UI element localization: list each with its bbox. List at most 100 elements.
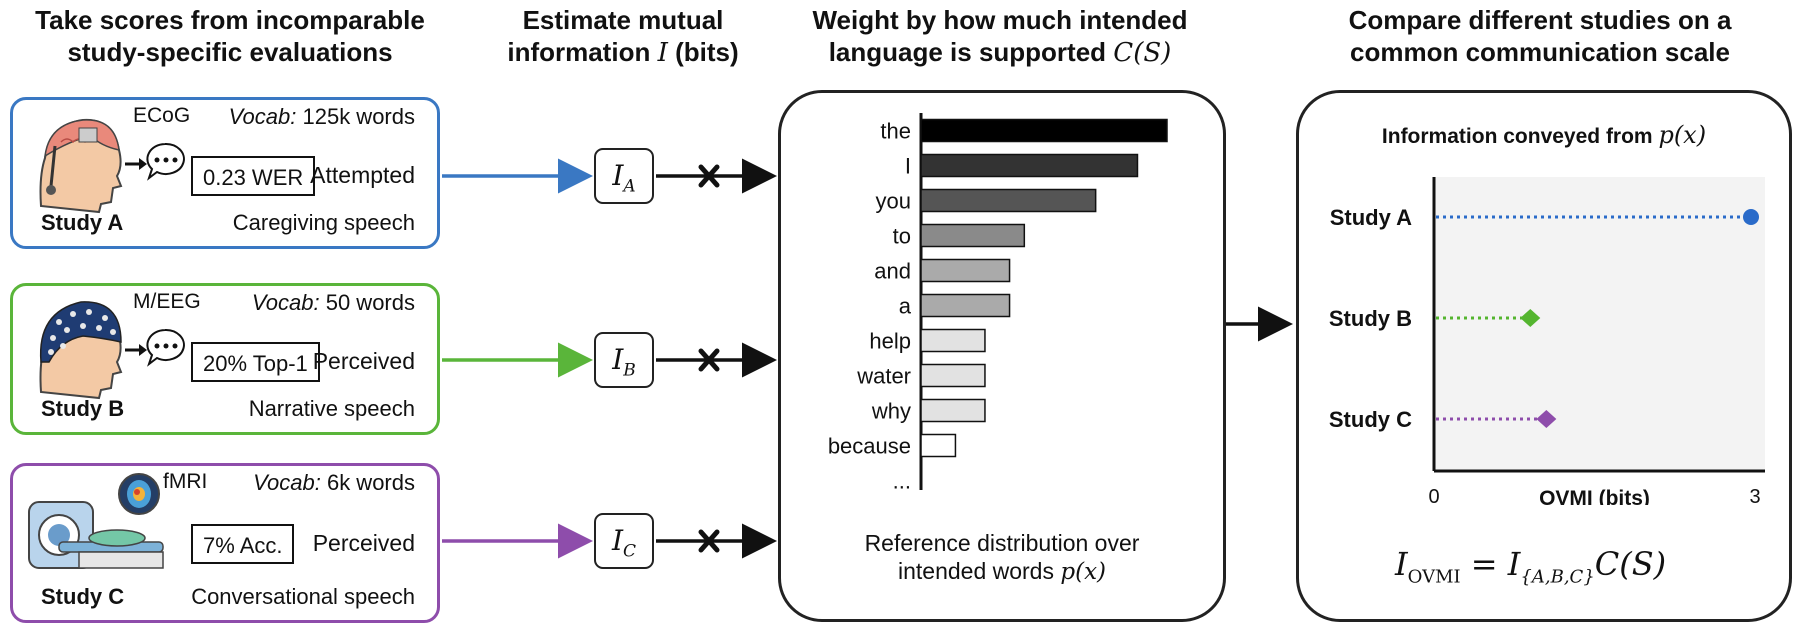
word-bar xyxy=(920,398,986,423)
data-point xyxy=(1743,209,1759,225)
mutual-info-box-b: IB xyxy=(594,332,654,388)
study-card-c: fMRI Vocab: 6k words 7% Acc. Perceived S… xyxy=(10,463,440,623)
vocab-info: Vocab: 50 words xyxy=(252,290,415,316)
vocab-label: Vocab: xyxy=(251,290,320,315)
word-label: to xyxy=(893,224,911,249)
speech-label: Narrative speech xyxy=(248,396,415,421)
ecog-head-icon xyxy=(39,118,185,214)
study-label: Study C xyxy=(41,584,125,609)
word-label: because xyxy=(828,434,911,459)
mode-label: Attempted xyxy=(310,162,415,188)
ovmi-formula: IOVMI = I{A,B,C}C(S) xyxy=(1395,545,1666,587)
word-label: ... xyxy=(893,469,911,494)
mode-label: Perceived xyxy=(312,348,415,374)
comparison-title: Information conveyed from p(x) xyxy=(1299,121,1789,151)
data-point xyxy=(1536,410,1557,428)
eeg-cap-head-icon xyxy=(39,301,185,400)
mode-label: Perceived xyxy=(312,530,415,556)
word-label: you xyxy=(876,189,911,214)
header-line: Take scores from incomparable xyxy=(35,5,425,35)
info-sub: A xyxy=(623,176,636,197)
word-label: and xyxy=(874,259,911,284)
caption-math: p(x) xyxy=(1060,559,1107,585)
formula-rhs-sub: {A,B,C} xyxy=(1520,566,1595,588)
column-header-comparison: Compare different studies on a common co… xyxy=(1280,4,1800,68)
formula-rhs-tail: C(S) xyxy=(1594,545,1667,583)
speech-label: Caregiving speech xyxy=(232,210,415,235)
mutual-info-box-a: IA xyxy=(594,148,654,204)
vocab-value: 6k words xyxy=(326,470,415,495)
mutual-info-box-c: IC xyxy=(594,513,654,569)
header-text: (bits) xyxy=(675,37,739,67)
x-tick-label: 3 xyxy=(1749,486,1760,505)
study-axis-label: Study A xyxy=(1330,205,1412,230)
header-line: common communication scale xyxy=(1350,37,1730,67)
word-label: a xyxy=(899,294,912,319)
mri-scanner-icon xyxy=(28,473,164,569)
metric-box: 0.23 WER xyxy=(191,156,316,196)
comparison-panel: Information conveyed from p(x) Study A St… xyxy=(1296,90,1792,622)
vocab-value: 125k words xyxy=(302,104,415,129)
word-bar xyxy=(920,293,1011,318)
vocab-info: Vocab: 125k words xyxy=(229,104,415,130)
comparison-title-text: Information conveyed from xyxy=(1381,125,1653,148)
info-var: I xyxy=(611,524,624,557)
header-line: Estimate mutual xyxy=(522,5,724,35)
vocab-info: Vocab: 6k words xyxy=(253,470,415,496)
study-label: Study B xyxy=(41,396,125,421)
ovmi-comparison-chart: Study A Study B Study C 0 3 OVMI (bits) xyxy=(1329,177,1765,505)
info-sub: C xyxy=(623,541,637,562)
header-text: information xyxy=(507,37,651,67)
header-math: I xyxy=(657,38,668,68)
study-card-a: ECoG Vocab: 125k words 0.23 WER Attempte… xyxy=(10,97,440,249)
word-bar xyxy=(920,188,1097,213)
study-axis-label: Study B xyxy=(1329,306,1412,331)
study-axis-label: Study C xyxy=(1329,407,1412,432)
header-line: Compare different studies on a xyxy=(1348,5,1732,35)
caption-line: Reference distribution over xyxy=(864,530,1140,556)
info-var: I xyxy=(612,343,624,376)
word-bar xyxy=(920,258,1011,283)
word-bar xyxy=(920,363,986,388)
formula-lhs-sub: OVMI xyxy=(1407,566,1461,588)
data-point xyxy=(1520,309,1541,327)
column-header-mutual-information: Estimate mutual information I (bits) xyxy=(468,4,778,69)
header-line: study-specific evaluations xyxy=(67,37,393,67)
vocab-label: Vocab: xyxy=(253,470,321,495)
comparison-title-math: p(x) xyxy=(1658,121,1707,149)
distribution-caption: Reference distribution over intended wor… xyxy=(781,529,1223,586)
device-label: fMRI xyxy=(163,470,208,493)
study-card-b: M/EEG Vocab: 50 words 20% Top-1 Perceive… xyxy=(10,283,440,435)
word-bar xyxy=(920,118,1168,143)
vocab-value: 50 words xyxy=(325,290,415,315)
column-header-evaluations: Take scores from incomparable study-spec… xyxy=(0,4,460,68)
vocab-label: Vocab: xyxy=(228,104,297,129)
word-label: help xyxy=(869,329,911,354)
word-label: the xyxy=(880,119,911,144)
word-bar xyxy=(920,153,1139,178)
device-label: M/EEG xyxy=(133,290,201,313)
x-tick-label: 0 xyxy=(1428,486,1439,505)
formula-equals: = xyxy=(1470,545,1498,583)
word-bar xyxy=(920,433,957,458)
header-math: C(S) xyxy=(1113,38,1172,68)
word-bar xyxy=(920,328,986,353)
header-text: language is supported xyxy=(828,37,1107,67)
caption-text: intended words xyxy=(897,558,1054,584)
x-axis-label: OVMI (bits) xyxy=(1539,487,1650,505)
header-line: Weight by how much intended xyxy=(812,5,1188,35)
metric-box: 20% Top-1 xyxy=(191,342,320,382)
device-label: ECoG xyxy=(133,104,191,127)
word-bar xyxy=(920,223,1026,248)
study-label: Study A xyxy=(41,210,124,235)
word-label: I xyxy=(905,154,911,179)
column-header-weighting: Weight by how much intended language is … xyxy=(770,4,1230,69)
plot-area xyxy=(1434,177,1765,471)
speech-label: Conversational speech xyxy=(191,584,415,609)
word-label: water xyxy=(856,364,911,389)
formula-lhs-var: I xyxy=(1395,545,1408,583)
multiply-icon xyxy=(698,164,720,553)
info-sub: B xyxy=(623,360,636,381)
